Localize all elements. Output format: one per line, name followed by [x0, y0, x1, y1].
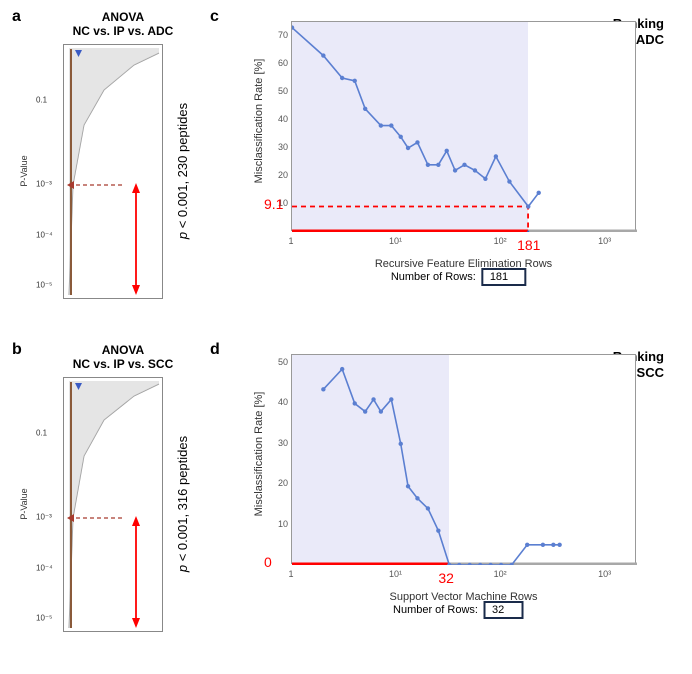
panel-a: a ANOVA NC vs. IP vs. ADC P-Value 0.1 10… — [8, 8, 198, 333]
ytick: 0.1 — [36, 429, 47, 438]
num-rows-label: Number of Rows: — [393, 604, 478, 616]
peptide-count-a: p < 0.001, 230 peptides — [175, 103, 190, 239]
panel-c: c Ranking NC vs. IP vs. ADC Misclassific… — [206, 8, 686, 333]
anova-svg-a — [64, 45, 164, 300]
panel-b-label: b — [12, 341, 22, 359]
anova-plot-b: P-Value 0.1 10⁻³ 10⁻⁴ 10⁻⁵ p < 0.001, 31… — [63, 377, 163, 632]
num-rows-d: Number of Rows: 32 — [393, 601, 524, 619]
ranking-svg-d — [292, 355, 637, 565]
pvalue-axis-label: P-Value — [19, 489, 29, 520]
num-rows-value: 181 — [482, 268, 526, 286]
panel-c-label: c — [210, 8, 219, 26]
panel-d-label: d — [210, 341, 220, 359]
ytick: 10⁻³ — [36, 512, 52, 521]
num-rows-value: 32 — [484, 601, 524, 619]
ytick: 10⁻⁴ — [36, 230, 53, 239]
anova-title-line1: ANOVA — [102, 10, 144, 24]
red-annot-y-c: 9.1 — [264, 196, 283, 212]
panel-a-label: a — [12, 8, 21, 26]
panel-a-title: ANOVA NC vs. IP vs. ADC — [48, 10, 198, 39]
peptide-rest: < 0.001, 316 peptides — [175, 436, 190, 565]
ranking-plot-d: Misclassification Rate [%] 1020304050 11… — [256, 349, 661, 619]
red-annot-x-c: 181 — [517, 237, 540, 253]
anova-title-line2: NC vs. IP vs. SCC — [73, 357, 174, 371]
ytick: 10⁻⁵ — [36, 614, 52, 623]
ytick: 10⁻³ — [36, 179, 52, 188]
italic-p: p — [175, 565, 190, 572]
panel-b-title: ANOVA NC vs. IP vs. SCC — [48, 343, 198, 372]
num-rows-label: Number of Rows: — [391, 271, 476, 283]
ytick: 0.1 — [36, 96, 47, 105]
misclass-ylabel: Misclassification Rate [%] — [253, 392, 265, 517]
misclass-ylabel: Misclassification Rate [%] — [253, 59, 265, 184]
ranking-plot-c: Misclassification Rate [%] 1020304050607… — [256, 16, 661, 286]
ranking-svg-c — [292, 22, 637, 232]
red-annot-x-d: 32 — [438, 570, 454, 586]
anova-title-line1: ANOVA — [102, 343, 144, 357]
ytick: 10⁻⁵ — [36, 281, 52, 290]
anova-title-line2: NC vs. IP vs. ADC — [73, 24, 174, 38]
peptide-count-b: p < 0.001, 316 peptides — [175, 436, 190, 572]
anova-svg-b — [64, 378, 164, 633]
anova-plot-a: P-Value 0.1 10⁻³ 10⁻⁴ 10⁻⁵ — [63, 44, 163, 299]
italic-p: p — [175, 232, 190, 239]
num-rows-c: Number of Rows: 181 — [391, 268, 526, 286]
red-annot-y-d: 0 — [264, 554, 272, 570]
panel-d: d Ranking NC vs. IP vs. SCC Misclassific… — [206, 341, 686, 666]
ytick: 10⁻⁴ — [36, 563, 53, 572]
pvalue-axis-label: P-Value — [19, 156, 29, 187]
peptide-rest: < 0.001, 230 peptides — [175, 103, 190, 232]
panel-b: b ANOVA NC vs. IP vs. SCC P-Value 0.1 10… — [8, 341, 198, 666]
